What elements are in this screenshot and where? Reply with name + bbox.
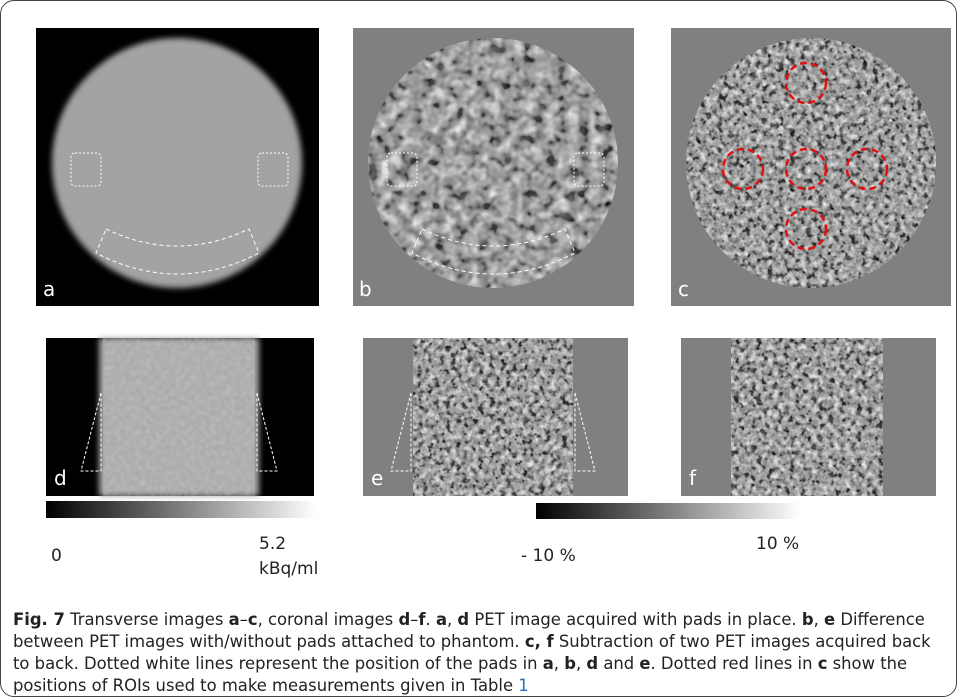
caption-text: e bbox=[639, 654, 651, 673]
caption-text: show the positions of ROIs used to make … bbox=[13, 654, 913, 695]
colorbar bbox=[46, 501, 316, 518]
caption-text: . Dotted red lines in bbox=[650, 654, 818, 673]
panel-b: b bbox=[353, 28, 634, 306]
caption-text: – bbox=[410, 610, 419, 629]
caption-text: and bbox=[598, 654, 640, 673]
caption-text: b bbox=[801, 610, 814, 629]
caption-text: , bbox=[553, 654, 565, 673]
colorbar-min: 0 bbox=[51, 546, 62, 566]
caption-text: c, f bbox=[524, 632, 554, 651]
panel-d: d bbox=[46, 338, 314, 496]
table-link[interactable]: 1 bbox=[518, 676, 529, 695]
colorbar bbox=[536, 503, 801, 519]
colorbar-unit: kBq/ml bbox=[259, 559, 318, 579]
colorbar-min: - 10 % bbox=[521, 546, 576, 566]
caption-text: Transverse images bbox=[64, 610, 229, 629]
caption-text: f bbox=[418, 610, 426, 629]
panel-label: f bbox=[689, 466, 697, 490]
panel-f: f bbox=[681, 338, 936, 496]
panel-label: e bbox=[371, 466, 383, 490]
panel-c: c bbox=[671, 28, 951, 306]
caption-text: d bbox=[586, 654, 599, 673]
caption-text: , bbox=[575, 654, 587, 673]
caption: Fig. 7 Transverse images a–c, coronal im… bbox=[13, 609, 938, 696]
panel-label: a bbox=[43, 277, 55, 301]
caption-text: a bbox=[542, 654, 554, 673]
caption-text: Subtraction of two PET images acquired b… bbox=[13, 632, 936, 673]
caption-text: , bbox=[813, 610, 824, 629]
panel-e: e bbox=[363, 338, 628, 496]
caption-text: d bbox=[398, 610, 411, 629]
caption-text: a bbox=[435, 610, 447, 629]
panel-a: a bbox=[36, 28, 319, 306]
caption-text: , bbox=[447, 610, 458, 629]
caption-text: e bbox=[823, 610, 836, 629]
caption-text: c bbox=[817, 654, 828, 673]
panel-label: d bbox=[54, 466, 67, 490]
figure-images: a b c d e f bbox=[36, 28, 951, 579]
caption-text: d bbox=[457, 610, 470, 629]
caption-text: Difference between PET images with/witho… bbox=[13, 610, 931, 651]
panel-label: b bbox=[359, 277, 372, 301]
colorbar-max: 5.2 bbox=[259, 534, 286, 554]
caption-text: b bbox=[564, 654, 576, 673]
caption-text: Fig. 7 bbox=[13, 610, 65, 629]
caption-text: – bbox=[239, 610, 248, 629]
panel-label: c bbox=[678, 277, 689, 301]
caption-text: a bbox=[228, 610, 240, 629]
colorbar-max: 10 % bbox=[756, 534, 799, 554]
caption-text: . bbox=[425, 610, 436, 629]
caption-text: c bbox=[247, 610, 258, 629]
caption-text: PET image acquired with pads in place. bbox=[469, 610, 802, 629]
caption-text: , coronal images bbox=[257, 610, 399, 629]
